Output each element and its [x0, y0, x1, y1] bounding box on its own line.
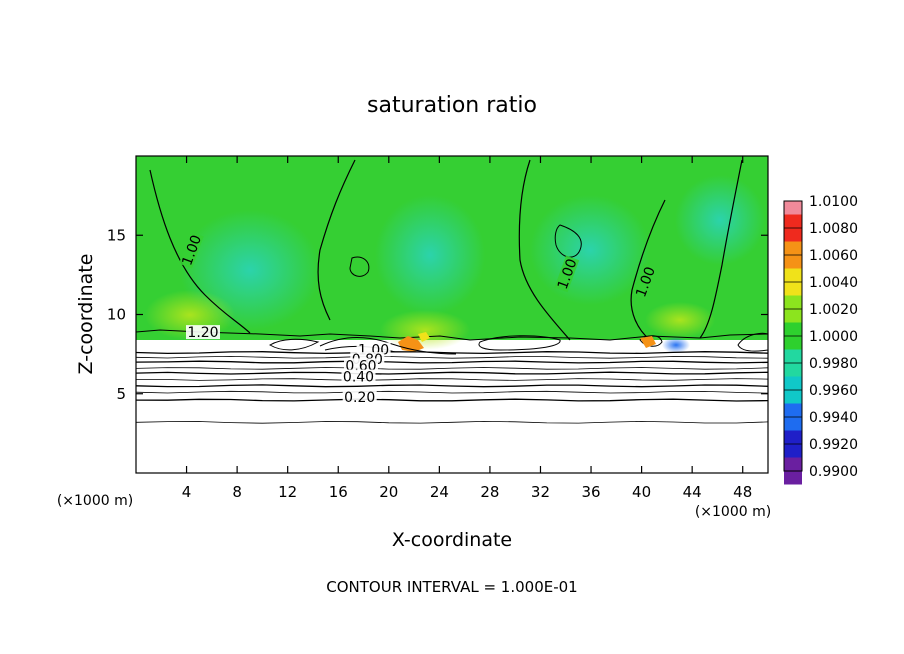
colorbar-label: 0.9960	[809, 383, 858, 399]
chart-title: saturation ratio	[367, 93, 537, 118]
contour-line	[149, 169, 251, 334]
contour-line	[136, 390, 768, 394]
colorbar-label: 1.0100	[809, 194, 858, 210]
contour-line	[136, 371, 768, 375]
contour-line	[136, 360, 768, 364]
y-axis: 5 10 15	[107, 226, 768, 403]
contour-label: 1.20	[187, 325, 218, 341]
contour-line	[136, 367, 768, 370]
x-tick-label: 4	[182, 483, 192, 501]
contour-line	[699, 159, 743, 339]
x-tick-label: 24	[430, 483, 449, 501]
contour-label-group: 0.20	[342, 390, 377, 406]
x-tick-label: 20	[379, 483, 398, 501]
colorbar-label: 1.0020	[809, 302, 858, 318]
x-tick-label: 36	[581, 483, 600, 501]
x-tick-label: 32	[531, 483, 550, 501]
x-axis-unit-right: (×1000 m)	[695, 504, 771, 520]
y-tick-label: 15	[107, 226, 126, 244]
x-tick-label: 16	[329, 483, 348, 501]
stable-layer-contours	[136, 351, 768, 424]
contour-line	[136, 355, 768, 359]
x-axis-label: X-coordinate	[392, 529, 512, 551]
colorbar-label: 0.9940	[809, 410, 858, 426]
yellow-blob	[645, 302, 715, 338]
contour-line	[269, 338, 320, 351]
x-tick-label: 8	[232, 483, 242, 501]
contour-interval-note: CONTOUR INTERVAL = 1.000E-01	[326, 578, 577, 596]
subsaturated-region	[136, 340, 768, 473]
blue-blob	[662, 337, 690, 353]
x-axis-unit-left: (×1000 m)	[57, 493, 133, 509]
y-axis-label: Z-coordinate	[75, 254, 97, 375]
colorbar-label: 0.9900	[809, 464, 858, 480]
colorbar-label: 1.0040	[809, 275, 858, 291]
colorbar-swatch	[784, 201, 802, 215]
orange-patch	[640, 336, 656, 348]
contour-line	[630, 199, 666, 341]
colorbar-label: 1.0080	[809, 221, 858, 237]
plot-area	[136, 156, 768, 473]
colorbar-label: 0.9980	[809, 356, 858, 372]
y-tick-label: 5	[116, 385, 126, 403]
x-tick-label: 40	[632, 483, 651, 501]
cyan-blob	[675, 175, 765, 265]
contour-label: 0.20	[344, 390, 375, 406]
contour-line	[136, 420, 768, 424]
contour-line	[136, 384, 768, 388]
y-tick-label: 10	[107, 306, 126, 324]
contour-line	[518, 159, 571, 341]
contour-label-group: 0.40	[341, 369, 376, 386]
x-tick-label: 44	[683, 483, 702, 501]
colorbar: 0.9900 0.9920 0.9940 0.9960 0.9980 1.0000 1.00…	[783, 194, 858, 485]
contour-line	[317, 159, 356, 321]
cyan-blob	[375, 195, 485, 315]
cloud-top-contour	[136, 329, 768, 341]
contour-line	[136, 351, 768, 355]
contour-line	[136, 378, 768, 381]
contour-line	[349, 256, 370, 277]
colorbar-label: 1.0060	[809, 248, 858, 264]
x-tick-label: 28	[480, 483, 499, 501]
contour-line	[136, 398, 768, 402]
colorbar-label: 1.0000	[809, 329, 858, 345]
x-tick-label: 48	[733, 483, 752, 501]
orange-patch	[418, 332, 430, 342]
x-axis: 4 8 12 16 20 24 28 32 36 40 44 48	[182, 156, 752, 501]
contour-line	[478, 335, 561, 351]
contour-label: 0.40	[343, 370, 374, 386]
x-tick-label: 12	[278, 483, 297, 501]
contour-label-group: 1.20	[186, 325, 220, 341]
contour-line	[737, 332, 768, 352]
colorbar-label: 0.9920	[809, 437, 858, 453]
